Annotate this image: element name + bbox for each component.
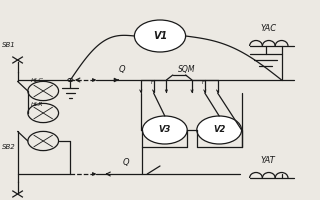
Text: YAT: YAT (261, 156, 276, 165)
Circle shape (28, 103, 59, 123)
Text: F: F (202, 80, 205, 85)
Text: SB2: SB2 (2, 144, 15, 150)
Circle shape (68, 78, 73, 82)
Circle shape (134, 20, 186, 52)
Text: HLG: HLG (30, 78, 44, 83)
Text: Q: Q (123, 158, 130, 167)
Circle shape (28, 81, 59, 101)
Circle shape (28, 131, 59, 151)
Text: V1: V1 (153, 31, 167, 41)
Circle shape (197, 116, 242, 144)
Text: YAC: YAC (261, 24, 277, 33)
Text: HLR: HLR (30, 102, 43, 107)
Circle shape (142, 116, 187, 144)
Text: SQM: SQM (178, 65, 195, 74)
Text: SB1: SB1 (2, 42, 15, 48)
Text: V3: V3 (159, 126, 171, 134)
Text: Q: Q (118, 65, 125, 74)
Text: F: F (150, 80, 154, 85)
Text: V2: V2 (213, 126, 225, 134)
